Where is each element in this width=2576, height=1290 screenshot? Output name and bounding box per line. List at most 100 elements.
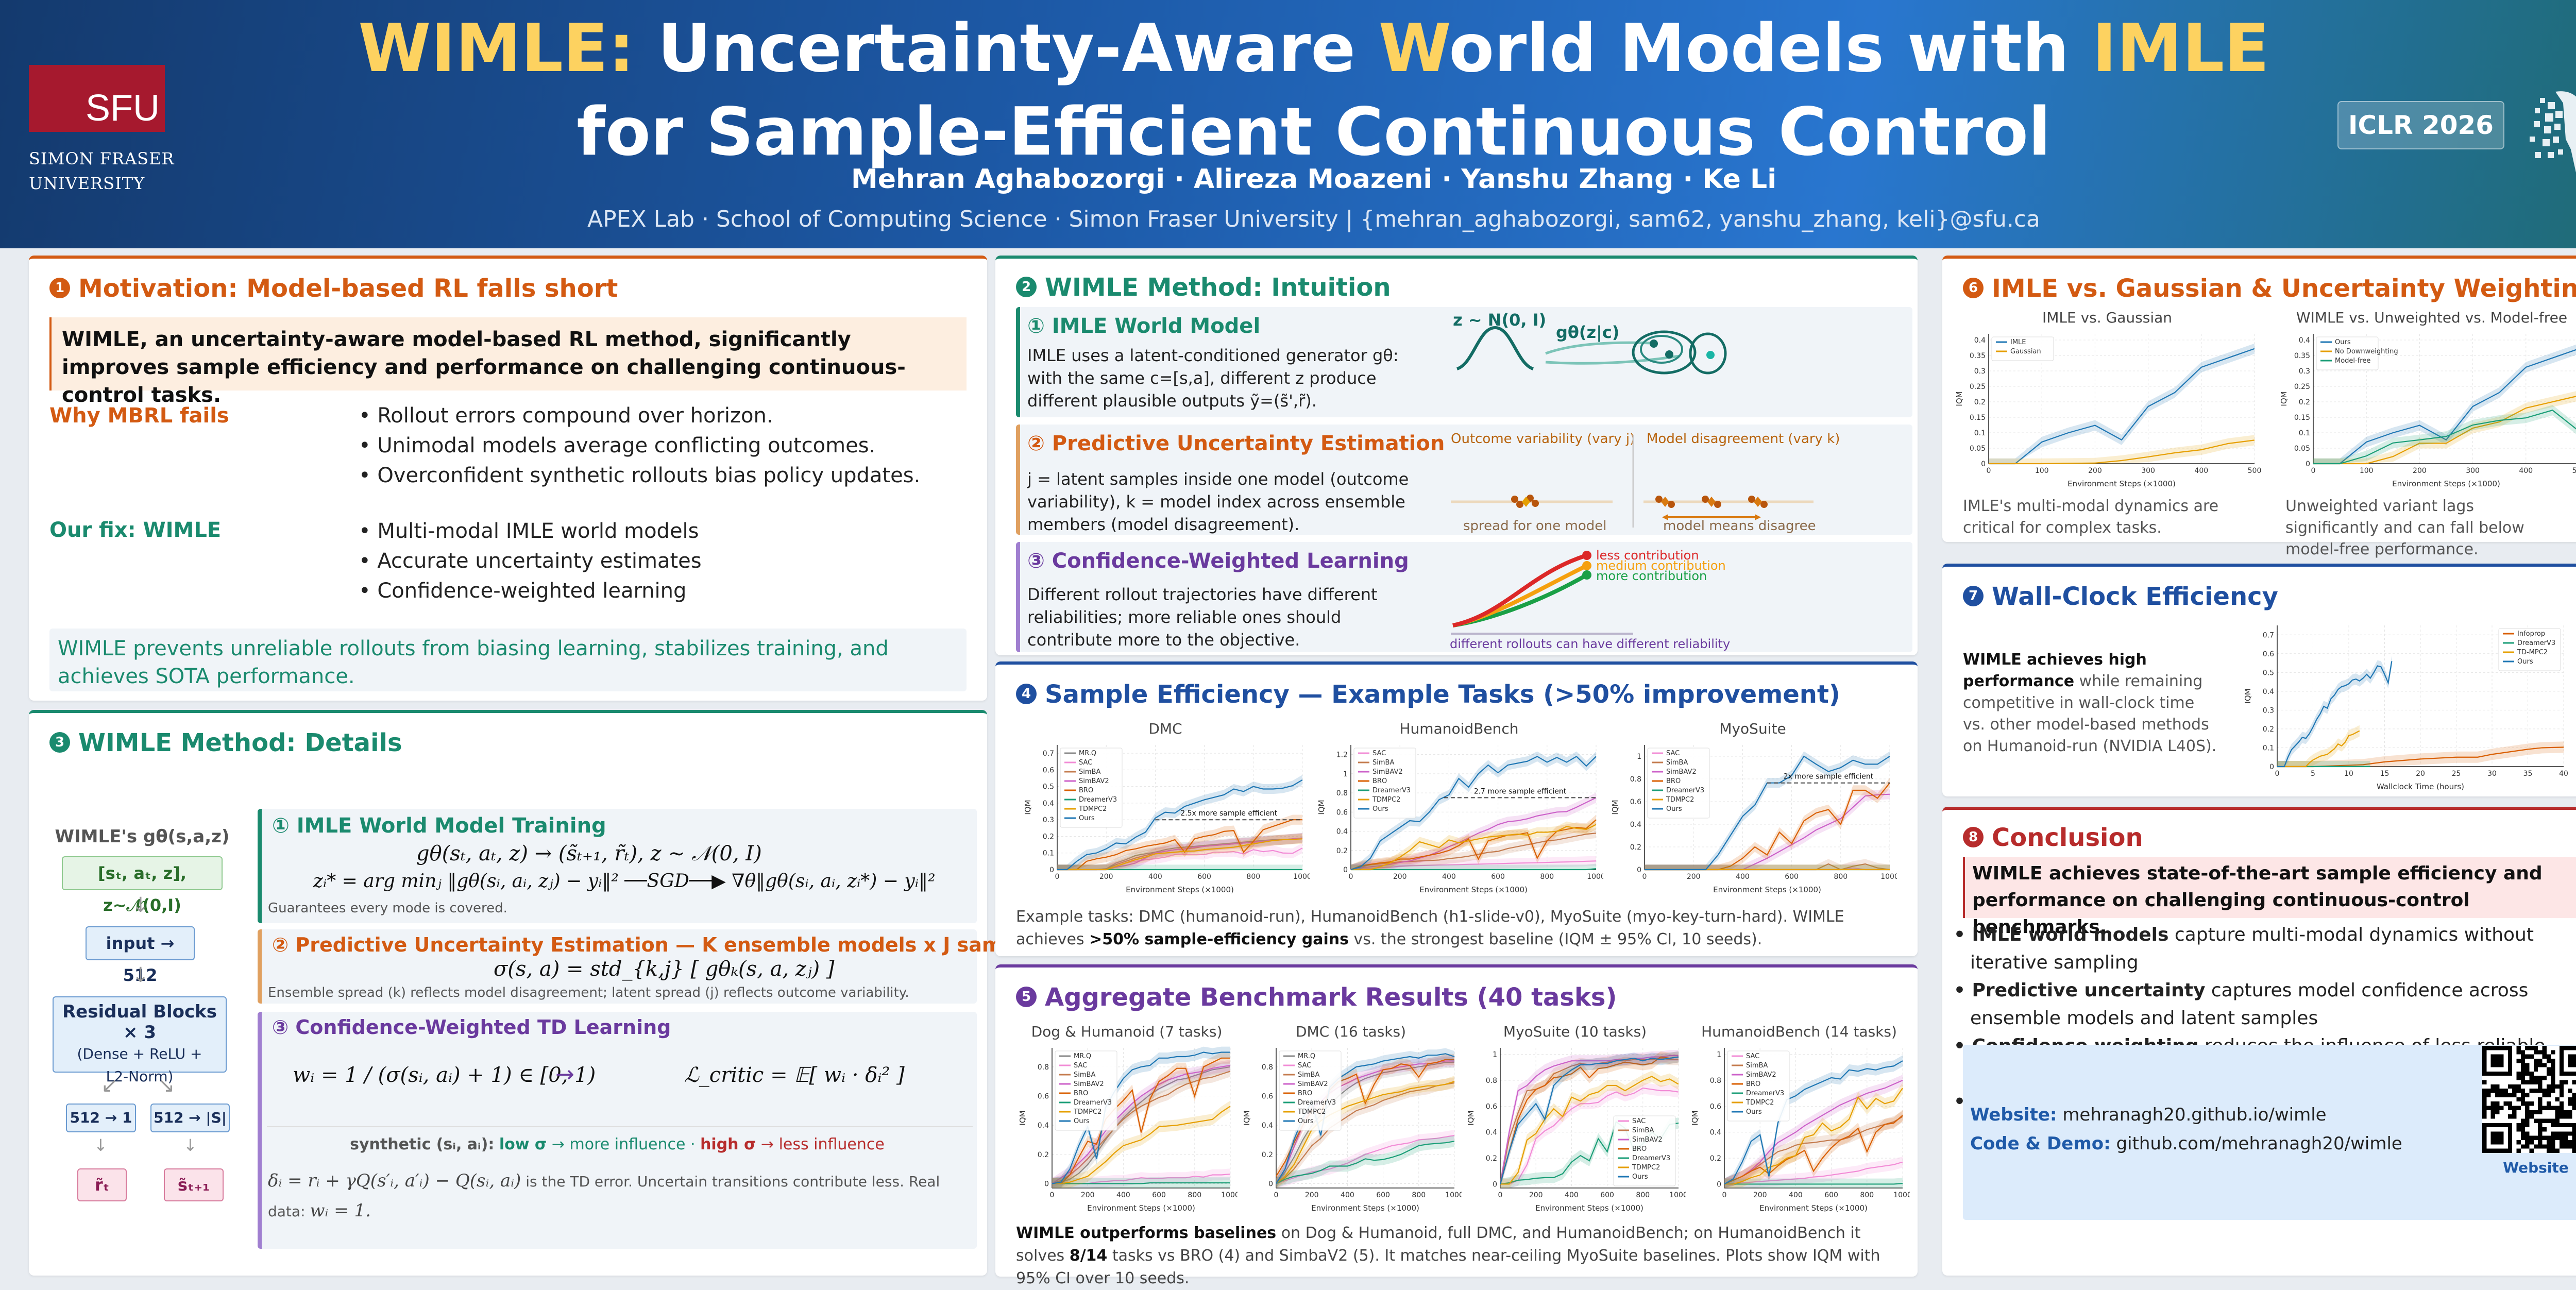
ci-band — [1500, 1116, 1679, 1188]
list-item: Accurate uncertainty estimates — [359, 546, 701, 576]
right-arrow-icon: → — [555, 1061, 574, 1088]
mode-ellipse-right — [1689, 332, 1727, 375]
authors: Mehran Aghabozorgi · Alireza Moazeni · Y… — [851, 164, 1777, 195]
x-tick-label: 1000 — [1669, 1191, 1686, 1199]
series-line-ours — [2313, 349, 2576, 465]
code-link[interactable]: github.com/mehranagh20/wimle — [2116, 1133, 2402, 1154]
website-label: Website: — [1970, 1105, 2057, 1125]
ci-band — [1351, 814, 1596, 870]
x-tick-label: 0 — [1349, 873, 1353, 881]
series-line-imle — [1989, 348, 2255, 465]
x-tick-label: 0 — [1642, 873, 1647, 881]
wallclock-title-text: Wall-Clock Efficiency — [1992, 582, 2278, 611]
annotation-label: 2.7 more sample efficient — [1474, 787, 1567, 795]
sample-point — [1650, 340, 1658, 348]
arch-residual-blocks: Residual Blocks × 3 (Dense + ReLU + L2-N… — [53, 996, 227, 1085]
res-sub: (Dense + ReLU + L2-Norm) — [77, 1045, 202, 1085]
details-title: 3 WIMLE Method: Details — [49, 728, 402, 757]
website-link[interactable]: mehranagh20.github.io/wimle — [2062, 1105, 2327, 1125]
x-tick-label: 800 — [1636, 1191, 1650, 1199]
ablation-title: 6 IMLE vs. Gaussian & Uncertainty Weighti… — [1963, 274, 2576, 303]
series-line-ours — [1057, 779, 1303, 871]
caption-text: tasks vs BRO (4) and SimbaV2 (5). It mat… — [1016, 1247, 1880, 1287]
outcome-variability-title: Outcome variability (vary j) — [1451, 431, 1635, 447]
series-line-infoprop — [2277, 746, 2564, 768]
low-sigma-text: → more influence · — [551, 1135, 696, 1153]
chart-wallclock: 0 0.1 0.2 0.3 0.4 0.5 0.6 0.7 0 5 10 15 20 25 30 35 40 Wa… — [2243, 625, 2568, 791]
legend-label: BRO — [1372, 777, 1387, 785]
sample-efficiency-panel: 4 Sample Efficiency — Example Tasks (>50%… — [995, 661, 1918, 956]
poster-header: SFU SIMON FRASER UNIVERSITY WIMLE: Uncer… — [0, 0, 2576, 248]
university-name-line2: UNIVERSITY — [29, 174, 145, 193]
y-tick-label: 0.4 — [1974, 336, 1986, 345]
legend-label: Ours — [1632, 1173, 1648, 1181]
y-tick-label: 0.2 — [1043, 833, 1054, 841]
legend-label: Infoprop — [2517, 630, 2545, 638]
legend-label: TDMPC2 — [1632, 1164, 1660, 1172]
title-segment: Uncertainty-Aware — [634, 10, 1379, 87]
annotation-label: 2.5x more sample efficient — [1180, 809, 1277, 818]
uncertainty-box: ② Predictive Uncertainty Estimation — K … — [258, 929, 1048, 1004]
y-tick-label: 0.15 — [1970, 414, 1986, 422]
code-label: Code & Demo: — [1970, 1133, 2111, 1154]
ci-band — [1500, 1053, 1679, 1188]
list-item: Unimodal models average conflicting outc… — [359, 431, 920, 461]
intuition-imle-title: ① IMLE World Model — [1027, 314, 1261, 338]
legend-label: SimBA — [1746, 1062, 1768, 1070]
chart-dmc: DMC 0 0.1 0.2 0.3 0.4 0.5 0.6 0.7 0 200 400 600 800 10… — [1023, 720, 1310, 894]
legend-label: DreamerV3 — [2517, 639, 2555, 647]
chart-title: MyoSuite (10 tasks) — [1503, 1023, 1647, 1040]
chart-dmc-aggregate: DMC (16 tasks) 0 0.2 0.4 0.6 0.8 0 200 400 600 800… — [1242, 1023, 1462, 1213]
x-tick-label: 200 — [1305, 1191, 1319, 1199]
mapping-arrow-2 — [1545, 354, 1680, 365]
arch-input: [sₜ, aₜ, z], z~𝒩(0,I) — [62, 856, 223, 915]
ablation-panel: 6 IMLE vs. Gaussian & Uncertainty Weighti… — [1942, 256, 2576, 558]
intuition-confidence-text: Different rollout trajectories have diff… — [1027, 585, 1378, 650]
x-tick-label: 0 — [1498, 1191, 1503, 1199]
y-tick-label: 0.3 — [2299, 367, 2310, 376]
legend-box — [1353, 748, 1416, 819]
intuition-uncertainty-title: ② Predictive Uncertainty Estimation — [1027, 432, 1445, 455]
series-line-sac — [1500, 1087, 1679, 1185]
caption-bold: >50% sample-efficiency gains — [1089, 930, 1349, 948]
intuition-title-text: WIMLE Method: Intuition — [1045, 273, 1391, 302]
y-tick-label: 0.25 — [1970, 383, 1986, 391]
series-line-bro — [1499, 1056, 1679, 1184]
series-line-dreamerv3 — [1724, 1183, 1903, 1185]
y-tick-label: 0.4 — [1486, 1129, 1497, 1137]
model-disagreement-title: Model disagreement (vary k) — [1647, 431, 1840, 447]
legend-label: SimBA — [1079, 768, 1100, 776]
chart-weighting-ablation: WIMLE vs. Unweighted vs. Model-free 0 0.05… — [2279, 309, 2576, 488]
legend-box — [1055, 1050, 1117, 1131]
section-number-badge: 1 — [49, 278, 70, 298]
spread-caption: spread for one model — [1463, 518, 1606, 534]
legend-label: TDMPC2 — [1297, 1108, 1326, 1116]
x-tick-label: 800 — [1860, 1191, 1874, 1199]
x-tick-label: 600 — [1491, 873, 1505, 881]
ci-band — [1724, 1111, 1903, 1188]
motivation-title: 1 Motivation: Model-based RL falls short — [49, 274, 618, 303]
y-tick-label: 0 — [1049, 866, 1054, 874]
imle-training-title: ① IMLE World Model Training — [272, 814, 606, 838]
chart-title: HumanoidBench — [1400, 720, 1519, 737]
qr-code-icon[interactable] — [2482, 1046, 2576, 1153]
aggregate-title-text: Aggregate Benchmark Results (40 tasks) — [1045, 983, 1617, 1012]
y-tick-label: 0.6 — [1630, 798, 1641, 806]
y-axis-label: IQM — [1466, 1110, 1476, 1125]
y-tick-label: 0.8 — [1630, 775, 1641, 784]
less-contribution-label: less contribution — [1596, 548, 1699, 563]
low-sigma-label: low σ — [499, 1135, 547, 1153]
y-tick-label: 0.6 — [1038, 1093, 1049, 1101]
y-tick-label: 0 — [1493, 1180, 1497, 1189]
x-tick-label: 0 — [1987, 467, 1991, 475]
legend-label: SimBAV2 — [1074, 1080, 1104, 1088]
ablation-caption-right: Unweighted variant lags significantly an… — [2285, 497, 2524, 558]
title-segment: IMLE — [2092, 10, 2269, 87]
legend-label: DreamerV3 — [1074, 1099, 1112, 1107]
intuition-imle-text: IMLE uses a latent-conditioned generator… — [1027, 346, 1399, 411]
sample-efficiency-title: 4 Sample Efficiency — Example Tasks (>50%… — [1016, 680, 1840, 709]
item-text: captures model confidence across ensembl… — [1970, 980, 2529, 1029]
x-tick-label: 400 — [2519, 467, 2533, 475]
section-number-badge: 7 — [1963, 586, 1984, 606]
chart-imle-vs-gaussian: IMLE vs. Gaussian 0 0.05 0.1 0.15 0.2 0.25 0.3 0… — [1955, 309, 2261, 488]
